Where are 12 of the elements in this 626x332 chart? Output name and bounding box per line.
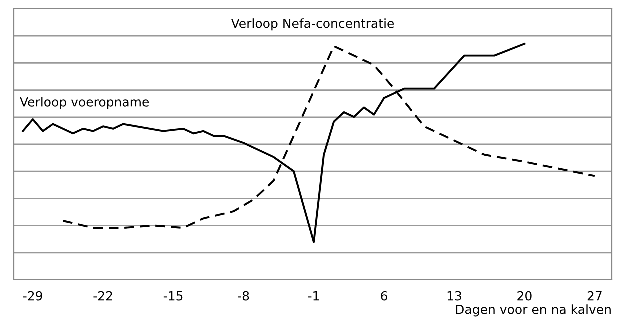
x-tick-label: -8 — [238, 291, 250, 301]
x-axis-title: Dagen voor en na kalven — [456, 304, 611, 317]
x-tick-label: -22 — [94, 291, 112, 301]
series-label: Verloop voeropname — [20, 97, 150, 110]
x-tick-label: 20 — [518, 291, 532, 301]
x-tick-label: -15 — [164, 291, 183, 301]
x-tick-label: -1 — [308, 291, 320, 301]
x-tick-label: -29 — [23, 291, 42, 301]
x-tick-label: 27 — [588, 291, 602, 301]
x-tick-label: 6 — [381, 291, 388, 301]
x-tick-label: 13 — [448, 291, 462, 301]
text: Verloop Nefa-concentratie — [231, 18, 394, 31]
